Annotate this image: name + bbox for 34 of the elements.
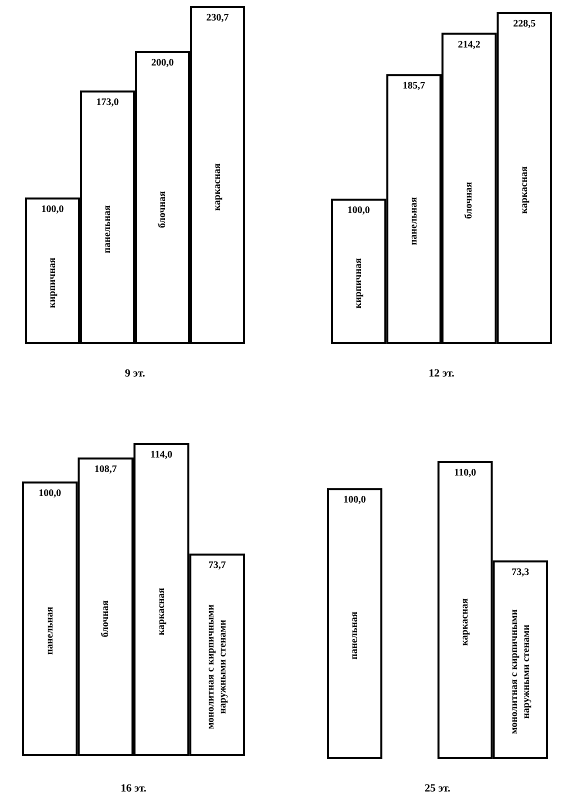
data-label: 114,0 (150, 450, 172, 460)
data-label: 73,7 (208, 560, 226, 572)
data-label: 100,0 (347, 205, 370, 216)
x-tick-label: монолитная с кирпичными наружными стенами (508, 609, 532, 734)
data-label: 173,0 (96, 97, 119, 108)
x-tick-label: блочная (100, 600, 112, 638)
data-label: 214,2 (458, 39, 480, 50)
data-label: 100,0 (343, 494, 366, 506)
x-tick-label: панельная (44, 606, 56, 655)
x-tick-label: блочная (157, 190, 168, 228)
x-tick-label: панельная (349, 610, 360, 660)
x-tick-label: каркасная (156, 587, 167, 636)
x-tick-label: каркасная (460, 598, 471, 646)
data-label: 185,7 (402, 80, 426, 92)
x-tick-label: панельная (408, 196, 420, 246)
data-label: 73,3 (512, 566, 530, 578)
x-tick-label: каркасная (518, 166, 530, 214)
data-label: 100,0 (41, 204, 64, 215)
data-label: 230,7 (206, 12, 229, 24)
x-axis-title: 12 эт. (428, 368, 455, 380)
data-label: 108,7 (94, 464, 117, 476)
data-label: 200,0 (151, 57, 174, 68)
x-axis-title: 25 эт. (424, 782, 451, 794)
x-axis-title: 16 эт. (120, 782, 147, 794)
x-tick-label: кирпичная (47, 256, 58, 308)
x-tick-label: панельная (102, 204, 113, 254)
data-label: 228,5 (513, 18, 536, 30)
x-tick-label: монолитная с кирпичными наружными стенами (206, 604, 229, 730)
data-label: 100,0 (38, 488, 62, 499)
x-tick-label: каркасная (212, 162, 223, 211)
x-tick-label: кирпичная (353, 258, 364, 309)
x-axis-title: 9 эт. (124, 368, 146, 380)
data-label: 110,0 (454, 468, 476, 478)
x-tick-label: блочная (464, 181, 475, 219)
